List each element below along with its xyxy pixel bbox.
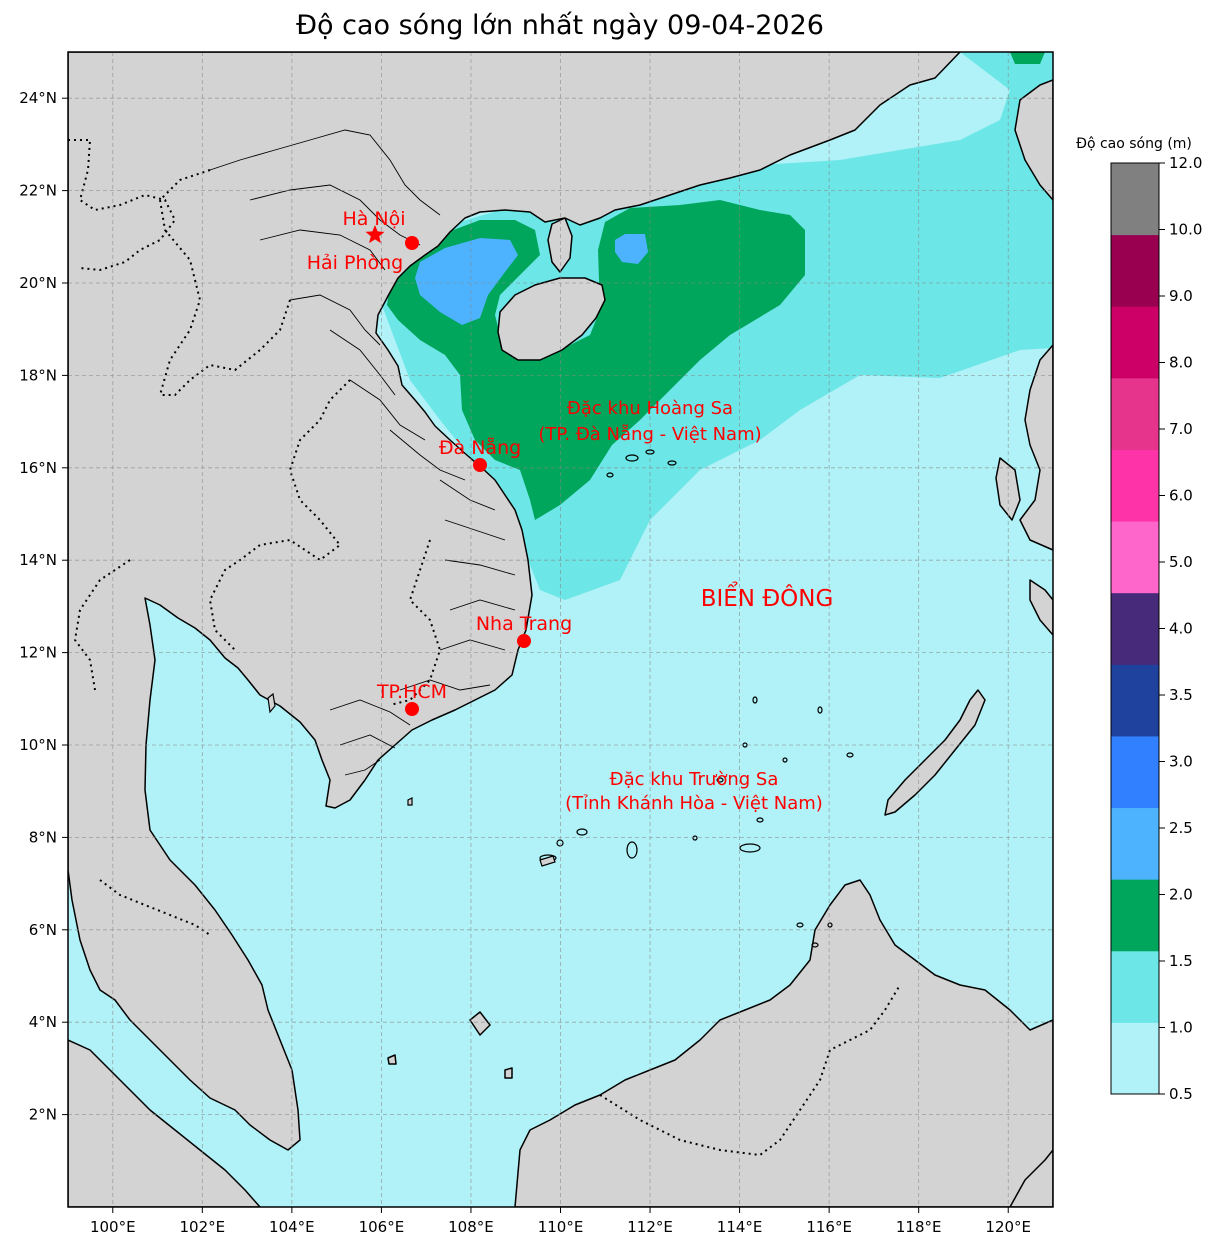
y-axis-ticks: 2°N 4°N 6°N 8°N 10°N 12°N 14°N 16°N 18°N 20°N 22°N… (19, 89, 68, 1124)
colorbar-frame (1110, 162, 1160, 1095)
truong-sa-label-line2: (Tỉnh Khánh Hòa - Việt Nam) (565, 793, 823, 814)
nha-trang-label: Nha Trang (476, 613, 572, 635)
colorbar-tick-label: 9.0 (1169, 287, 1193, 305)
tphcm-dot-icon (405, 702, 419, 716)
colorbar-tick-label: 6.0 (1169, 487, 1193, 505)
vietnam-islands (267, 692, 556, 867)
city-nha-trang: Nha Trang (476, 613, 572, 648)
city-da-nang: Đà Nẵng (439, 436, 521, 472)
map-title: Độ cao sóng lớn nhất ngày 09-04-2026 (296, 10, 824, 41)
colorbar: 0.5 1.0 1.5 2.0 2.5 3.0 3.5 4.0 5.0 6.0 7.0 8.0 9.0 1… (1111, 154, 1202, 1103)
province-borders (209, 129, 516, 776)
x-tick-label: 102°E (180, 1218, 226, 1236)
colorbar-segment (1111, 521, 1159, 594)
star-icon (365, 225, 385, 244)
colorbar-segment (1111, 306, 1159, 379)
x-axis-ticks: 100°E 102°E 104°E 106°E 108°E 110°E 112°E 114°E… (90, 1207, 1031, 1236)
bien-dong-label: BIỂN ĐÔNG (701, 582, 834, 612)
y-tick-label: 16°N (19, 459, 57, 477)
y-tick-label: 24°N (19, 89, 57, 107)
x-tick-label: 104°E (269, 1218, 315, 1236)
colorbar-tick-label: 8.0 (1169, 354, 1193, 372)
x-tick-label: 116°E (806, 1218, 852, 1236)
hai-phong-label: Hải Phòng (307, 252, 403, 274)
colorbar-tick-label: 2.5 (1169, 819, 1193, 837)
x-tick-label: 118°E (896, 1218, 942, 1236)
colorbar-tick-label: 2.0 (1169, 886, 1193, 904)
colorbar-tick-label: 1.5 (1169, 952, 1193, 970)
colorbar-tick-label: 10.0 (1169, 221, 1202, 239)
hai-phong-dot-icon (405, 236, 419, 250)
colorbar-segment (1111, 163, 1159, 236)
colorbar-segment (1111, 1022, 1159, 1095)
y-tick-label: 20°N (19, 274, 57, 292)
x-tick-label: 120°E (985, 1218, 1031, 1236)
y-tick-label: 8°N (29, 828, 57, 846)
hoang-sa-label-line1: Đặc khu Hoàng Sa (567, 398, 733, 419)
colorbar-segment (1111, 592, 1159, 665)
colorbar-title: Độ cao sóng (m) (1076, 136, 1192, 152)
hoang-sa-label-line2: (TP. Đà Nẵng - Việt Nam) (538, 424, 761, 445)
colorbar-segment (1111, 449, 1159, 522)
colorbar-segment (1111, 234, 1159, 307)
y-tick-label: 22°N (19, 182, 57, 200)
map-gridlines (68, 52, 1053, 1207)
spratly-islands (539, 696, 854, 948)
colorbar-tick-label: 12.0 (1169, 154, 1202, 172)
y-tick-label: 10°N (19, 736, 57, 754)
y-tick-label: 4°N (29, 1013, 57, 1031)
colorbar-segment (1111, 377, 1159, 450)
y-tick-label: 18°N (19, 366, 57, 384)
da-nang-dot-icon (473, 458, 487, 472)
x-tick-label: 100°E (90, 1218, 136, 1236)
colorbar-segment (1111, 735, 1159, 809)
x-tick-label: 108°E (448, 1218, 494, 1236)
colorbar-tick-label: 5.0 (1169, 553, 1193, 571)
colorbar-tick-label: 1.0 (1169, 1019, 1193, 1037)
da-nang-label: Đà Nẵng (439, 436, 521, 459)
map-plot-area (68, 52, 1053, 1207)
x-tick-label: 110°E (538, 1218, 584, 1236)
colorbar-segment (1111, 664, 1159, 737)
x-tick-label: 106°E (359, 1218, 405, 1236)
tphcm-label: TP.HCM (376, 681, 447, 703)
y-tick-label: 6°N (29, 921, 57, 939)
x-tick-label: 114°E (717, 1218, 763, 1236)
colorbar-segment (1111, 950, 1159, 1023)
city-ha-noi: Hà Nội (342, 208, 406, 244)
nha-trang-dot-icon (517, 634, 531, 648)
ha-noi-label: Hà Nội (342, 208, 405, 230)
colorbar-segment (1111, 807, 1159, 880)
city-tphcm: TP.HCM (376, 681, 447, 716)
x-tick-label: 112°E (627, 1218, 673, 1236)
colorbar-tick-label: 3.5 (1169, 686, 1193, 704)
colorbar-tick-label: 3.0 (1169, 753, 1193, 771)
colorbar-tick-label: 7.0 (1169, 420, 1193, 438)
y-tick-label: 14°N (19, 551, 57, 569)
national-borders (68, 139, 901, 1157)
colorbar-tick-label: 0.5 (1169, 1085, 1193, 1103)
city-hai-phong: Hải Phòng (307, 236, 419, 274)
y-tick-label: 12°N (19, 644, 57, 662)
wave-zone-2-2p5m (415, 234, 648, 325)
truong-sa-label-line1: Đặc khu Trường Sa (610, 769, 779, 790)
colorbar-segment (1111, 879, 1159, 952)
colorbar-tick-label: 4.0 (1169, 620, 1193, 638)
y-tick-label: 2°N (29, 1106, 57, 1124)
